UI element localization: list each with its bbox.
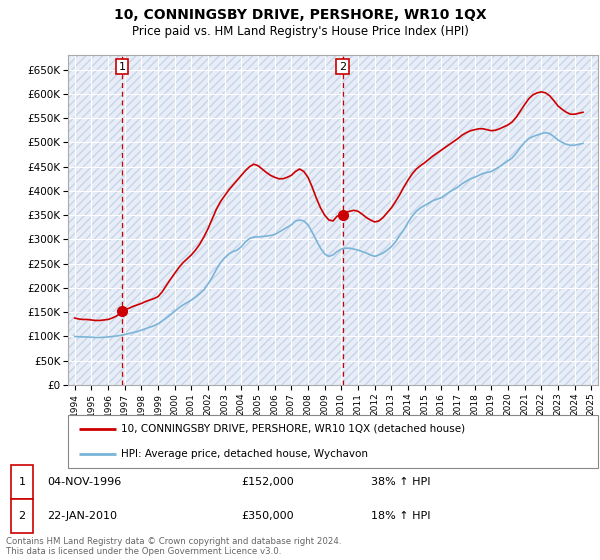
Text: 2: 2 [339,62,346,72]
Text: 1: 1 [19,477,25,487]
Text: £350,000: £350,000 [241,511,294,521]
Text: 04-NOV-1996: 04-NOV-1996 [47,477,121,487]
Text: Price paid vs. HM Land Registry's House Price Index (HPI): Price paid vs. HM Land Registry's House … [131,25,469,38]
Text: 22-JAN-2010: 22-JAN-2010 [47,511,117,521]
Text: 18% ↑ HPI: 18% ↑ HPI [371,511,430,521]
Text: 10, CONNINGSBY DRIVE, PERSHORE, WR10 1QX: 10, CONNINGSBY DRIVE, PERSHORE, WR10 1QX [113,8,487,22]
FancyBboxPatch shape [68,415,598,468]
FancyBboxPatch shape [11,465,33,499]
Text: 2: 2 [19,511,25,521]
Text: 38% ↑ HPI: 38% ↑ HPI [371,477,430,487]
Text: £152,000: £152,000 [241,477,294,487]
FancyBboxPatch shape [11,500,33,534]
Text: 1: 1 [119,62,125,72]
Text: HPI: Average price, detached house, Wychavon: HPI: Average price, detached house, Wych… [121,449,368,459]
Text: Contains HM Land Registry data © Crown copyright and database right 2024.
This d: Contains HM Land Registry data © Crown c… [6,536,341,556]
Text: 10, CONNINGSBY DRIVE, PERSHORE, WR10 1QX (detached house): 10, CONNINGSBY DRIVE, PERSHORE, WR10 1QX… [121,424,465,434]
